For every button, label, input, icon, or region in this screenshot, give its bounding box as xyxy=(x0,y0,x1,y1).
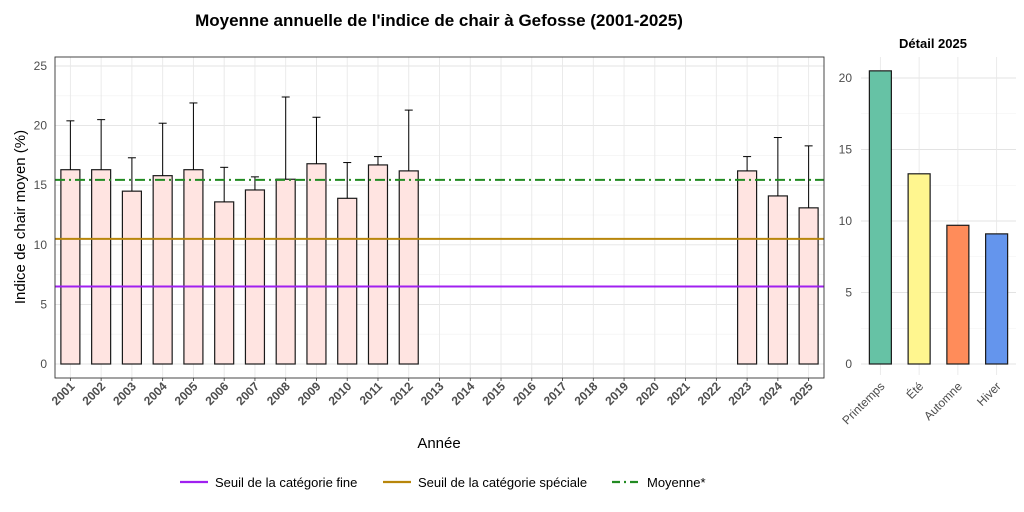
x-axis-title: Année xyxy=(417,435,460,452)
x-tick-label: 2024 xyxy=(756,379,785,408)
detail-bar-0 xyxy=(868,70,892,365)
x-tick-label: 2023 xyxy=(725,379,754,408)
x-tick-label: 2016 xyxy=(510,379,539,408)
detail-chart-title: Détail 2025 xyxy=(899,36,967,51)
y-tick-label: 5 xyxy=(40,297,47,311)
bar-2001 xyxy=(60,169,81,365)
detail-y-tick-label: 20 xyxy=(839,71,853,85)
detail-bar-3 xyxy=(985,233,1009,365)
x-tick-label: 2017 xyxy=(541,379,570,408)
bar-2011 xyxy=(367,164,389,365)
x-tick-label: 2007 xyxy=(233,379,262,408)
x-tick-label: 2006 xyxy=(203,379,232,408)
x-tick-label: 2010 xyxy=(326,379,355,408)
x-tick-label: 2012 xyxy=(387,379,416,408)
y-tick-label: 0 xyxy=(40,357,47,371)
x-tick-label: 2021 xyxy=(664,379,693,408)
y-tick-label: 15 xyxy=(34,178,48,192)
x-tick-label: 2005 xyxy=(172,379,201,408)
legend-label-2: Moyenne* xyxy=(647,475,706,490)
y-axis-title: Indice de chair moyen (%) xyxy=(12,130,29,304)
bar-2005 xyxy=(183,169,204,365)
x-tick-label: 2022 xyxy=(695,379,724,408)
detail-y-tick-label: 5 xyxy=(845,286,852,300)
x-tick-label: 2011 xyxy=(357,379,386,408)
bar-2024 xyxy=(767,195,788,365)
legend-label-1: Seuil de la catégorie spéciale xyxy=(418,475,587,490)
detail-bar-2 xyxy=(946,224,970,365)
bar-2012 xyxy=(398,170,419,365)
x-tick-label: 2004 xyxy=(141,379,170,408)
x-tick-label: 2008 xyxy=(264,379,293,408)
y-tick-label: 25 xyxy=(34,59,48,73)
bar-2007 xyxy=(244,189,266,365)
detail-x-tick-label: Été xyxy=(903,378,927,402)
detail-y-tick-label: 0 xyxy=(845,357,852,371)
bar-2010 xyxy=(337,197,358,365)
bar-2003 xyxy=(121,190,143,365)
x-tick-label: 2001 xyxy=(49,379,78,408)
bar-2006 xyxy=(214,201,235,365)
x-tick-label: 2009 xyxy=(295,379,324,408)
legend: Seuil de la catégorie fine Seuil de la ca… xyxy=(180,475,706,490)
x-tick-label: 2020 xyxy=(633,379,662,408)
x-tick-label: 2025 xyxy=(787,379,816,408)
x-tick-label: 2013 xyxy=(418,379,447,408)
bar-2002 xyxy=(91,169,112,365)
detail-x-tick-label: Printemps xyxy=(839,379,887,427)
bar-2008 xyxy=(275,178,296,365)
main-chart-title: Moyenne annuelle de l'indice de chair à … xyxy=(195,11,683,30)
legend-label-0: Seuil de la catégorie fine xyxy=(215,475,357,490)
detail-x-tick-label: Hiver xyxy=(974,379,1004,409)
x-tick-label: 2003 xyxy=(110,379,139,408)
bar-2023 xyxy=(736,170,758,365)
x-tick-label: 2015 xyxy=(479,379,508,408)
y-tick-label: 10 xyxy=(34,238,48,252)
x-tick-label: 2014 xyxy=(449,379,478,408)
y-tick-label: 20 xyxy=(34,119,48,133)
bar-2009 xyxy=(306,163,327,365)
main-plot-border xyxy=(54,56,825,379)
detail-y-tick-label: 15 xyxy=(839,143,853,157)
x-tick-label: 2019 xyxy=(602,379,631,408)
x-tick-label: 2002 xyxy=(79,379,108,408)
detail-x-tick-label: Automne xyxy=(921,379,965,423)
detail-y-tick-label: 10 xyxy=(839,214,853,228)
bar-2004 xyxy=(152,175,173,365)
x-tick-label: 2018 xyxy=(572,379,601,408)
detail-bar-1 xyxy=(907,173,931,365)
